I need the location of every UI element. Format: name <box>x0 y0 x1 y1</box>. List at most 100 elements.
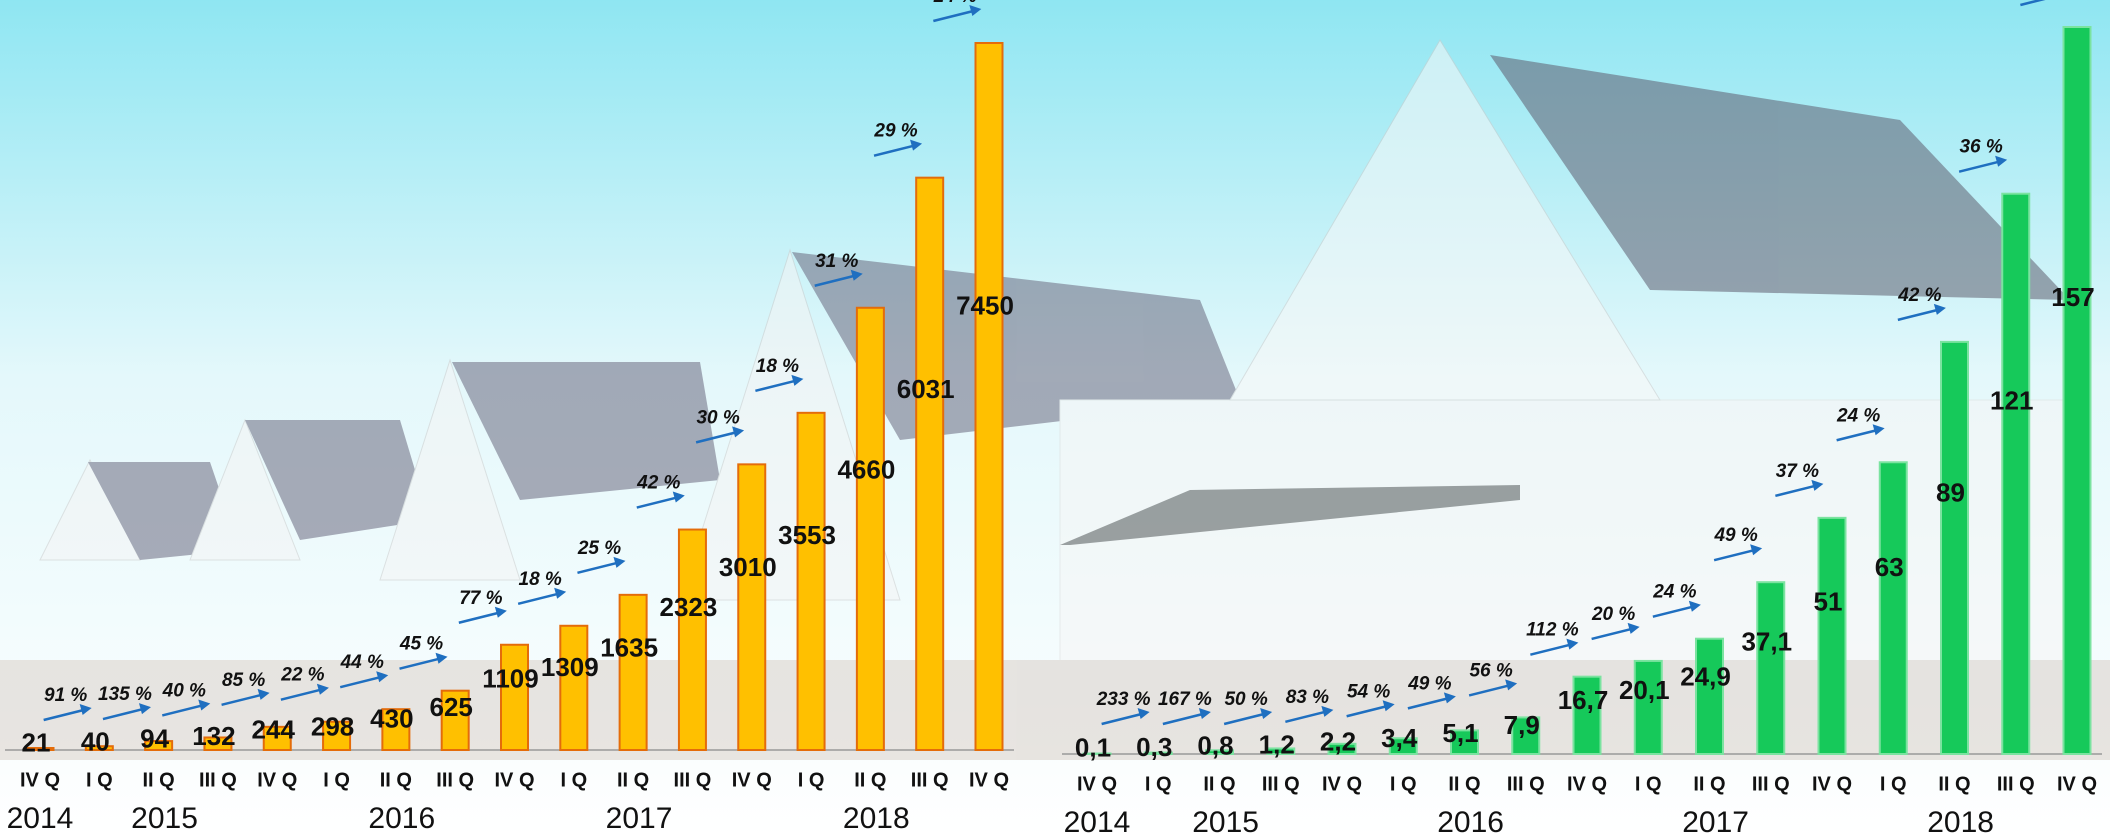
x-tick-label: II Q <box>143 769 175 791</box>
value-label: 0,8 <box>1197 731 1233 761</box>
value-label: 3553 <box>778 520 836 550</box>
growth-label: 50 % <box>1224 689 1267 710</box>
year-label: 2017 <box>606 802 673 835</box>
bar <box>144 740 174 752</box>
year-label: 2018 <box>843 802 910 835</box>
growth-arrowhead <box>850 269 863 281</box>
value-label: 5,1 <box>1442 718 1478 748</box>
growth-arrow <box>43 708 84 722</box>
growth-arrowhead <box>1933 303 1946 315</box>
x-tick-label: IV Q <box>1567 773 1607 795</box>
bar <box>381 708 411 752</box>
value-label: 63 <box>1875 552 1904 582</box>
bar <box>1450 729 1479 756</box>
growth-arrow <box>1101 712 1142 726</box>
growth-arrowhead <box>791 374 804 386</box>
x-tick-label: I Q <box>798 769 825 791</box>
growth-arrowhead <box>1688 600 1701 612</box>
growth-label: 24 % <box>933 0 977 7</box>
growth-label: 77 % <box>459 588 502 609</box>
growth-label: 233 % <box>1096 689 1151 710</box>
bar <box>84 745 114 752</box>
growth-arrowhead <box>1811 479 1824 491</box>
year-label: 2014 <box>1064 806 1131 837</box>
growth-label: 22 % <box>280 665 324 686</box>
x-tick-label: III Q <box>1752 773 1790 795</box>
bar <box>1817 516 1847 755</box>
growth-arrowhead <box>1750 544 1763 556</box>
bar <box>1388 737 1418 755</box>
growth-arrowhead <box>138 703 151 715</box>
value-label: 2,2 <box>1320 727 1356 757</box>
growth-arrow <box>1652 605 1694 618</box>
bar <box>1940 340 1969 755</box>
year-label: 2016 <box>1437 806 1504 837</box>
value-label: 1635 <box>600 633 658 663</box>
year-label: 2015 <box>131 802 198 835</box>
growth-arrow <box>1285 710 1326 724</box>
growth-label: 112 % <box>1526 620 1579 641</box>
year-label: 2015 <box>1192 806 1259 837</box>
x-tick-label: I Q <box>86 769 113 791</box>
growth-label: 49 % <box>1713 525 1757 546</box>
growth-label: 49 % <box>1407 673 1451 694</box>
value-label: 1109 <box>482 664 538 694</box>
value-label: 2323 <box>660 592 718 622</box>
growth-label: 56 % <box>1469 660 1512 681</box>
value-label: 157 <box>2051 282 2094 312</box>
growth-arrow <box>458 611 500 624</box>
value-label: 298 <box>311 711 354 741</box>
growth-label: 18 % <box>519 569 562 590</box>
growth-arrow <box>161 704 203 717</box>
growth-label: 91 % <box>44 685 87 706</box>
x-tick-label: II Q <box>617 769 649 791</box>
growth-label: 18 % <box>756 356 799 377</box>
x-tick-label: IV Q <box>494 769 534 791</box>
growth-label: 36 % <box>1959 137 2002 158</box>
growth-label: 42 % <box>636 473 680 494</box>
bar <box>1143 751 1173 756</box>
x-tick-label: I Q <box>323 769 350 791</box>
x-tick-label: III Q <box>1262 773 1300 795</box>
growth-arrow <box>399 657 440 670</box>
growth-arrow <box>1223 712 1265 726</box>
x-tick-label: IV Q <box>20 769 60 791</box>
bar <box>1633 659 1663 755</box>
growth-arrowhead <box>1321 705 1334 717</box>
x-tick-label: IV Q <box>2057 773 2097 795</box>
bar <box>915 176 945 751</box>
x-tick-label: II Q <box>1203 773 1235 795</box>
growth-arrowhead <box>1260 708 1273 719</box>
bar <box>1511 716 1541 755</box>
bar <box>559 624 589 752</box>
bar <box>500 643 529 752</box>
value-label: 7450 <box>956 291 1014 321</box>
growth-label: 30 % <box>696 407 739 428</box>
growth-arrowhead <box>672 491 685 503</box>
growth-label: 20 % <box>1591 604 1635 625</box>
growth-label: 31 % <box>815 251 858 272</box>
growth-arrow <box>933 9 974 23</box>
bar <box>1756 581 1786 756</box>
growth-arrow <box>1346 705 1387 718</box>
bar <box>796 411 826 751</box>
growth-arrow <box>1468 684 1510 697</box>
bar <box>203 736 233 751</box>
growth-arrowhead <box>494 606 507 618</box>
bar <box>2001 192 2031 756</box>
charts: 21 IV Q 40 I Q 94 II Q 132 III Q 244 IV Q 298 I Q 43… <box>5 0 2102 837</box>
x-tick-label: III Q <box>1997 773 2035 795</box>
growth-label: 54 % <box>1347 681 1390 702</box>
x-tick-label: III Q <box>199 769 237 791</box>
x-tick-label: III Q <box>911 769 949 791</box>
x-tick-label: III Q <box>436 769 474 791</box>
growth-arrow <box>755 379 796 393</box>
growth-arrowhead <box>198 699 211 711</box>
x-tick-label: IV Q <box>1322 773 1362 795</box>
value-label: 40 <box>81 727 110 757</box>
growth-arrowhead <box>316 683 329 695</box>
growth-arrowhead <box>1443 692 1456 704</box>
bar <box>677 528 707 752</box>
bar <box>855 306 885 751</box>
